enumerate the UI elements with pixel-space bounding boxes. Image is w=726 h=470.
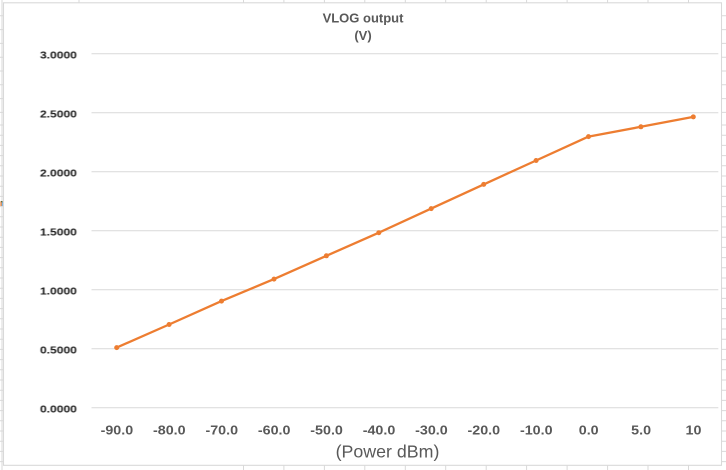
svg-text:-70.0: -70.0 bbox=[205, 423, 238, 437]
svg-text:-10.0: -10.0 bbox=[520, 423, 553, 437]
svg-text:0.0: 0.0 bbox=[579, 423, 599, 437]
svg-text:0.5000: 0.5000 bbox=[40, 345, 77, 356]
svg-text:-40.0: -40.0 bbox=[363, 423, 396, 437]
svg-text:(Power dBm): (Power dBm) bbox=[336, 441, 440, 461]
svg-text:2.0000: 2.0000 bbox=[40, 168, 77, 179]
svg-text:(V): (V) bbox=[354, 28, 371, 43]
svg-text:-90.0: -90.0 bbox=[101, 423, 134, 437]
svg-text:VLOG output: VLOG output bbox=[323, 11, 405, 26]
svg-text:-60.0: -60.0 bbox=[258, 423, 291, 437]
svg-text:5.0: 5.0 bbox=[631, 423, 651, 437]
svg-text:1.0000: 1.0000 bbox=[40, 286, 77, 297]
svg-text:-20.0: -20.0 bbox=[468, 423, 501, 437]
svg-text:-30.0: -30.0 bbox=[415, 423, 448, 437]
svg-text:2.5000: 2.5000 bbox=[40, 109, 77, 120]
svg-text:10: 10 bbox=[686, 423, 702, 437]
svg-text:0.0000: 0.0000 bbox=[40, 404, 77, 415]
svg-text:1.5000: 1.5000 bbox=[40, 227, 77, 238]
svg-text:-50.0: -50.0 bbox=[310, 423, 343, 437]
svg-text:3.0000: 3.0000 bbox=[40, 50, 77, 61]
svg-text:-80.0: -80.0 bbox=[153, 423, 186, 437]
